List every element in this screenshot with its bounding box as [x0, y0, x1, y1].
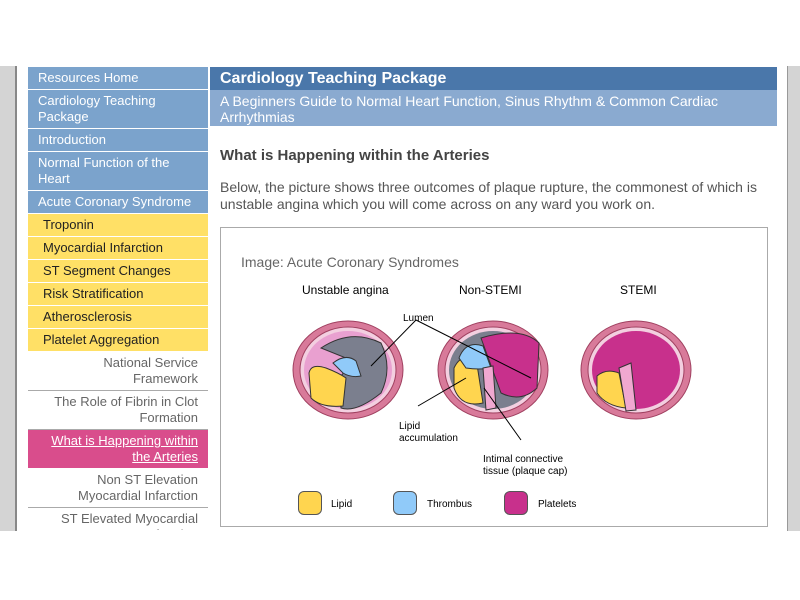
- sidebar-item-the-role-of-fibrin-in-clot-formation[interactable]: The Role of Fibrin in Clot Formation: [28, 391, 208, 430]
- leader-lines: [370, 319, 532, 441]
- sidebar-item-risk-stratification[interactable]: Risk Stratification: [28, 283, 208, 306]
- label-plaque-cap: Intimal connective tissue (plaque cap): [483, 454, 568, 477]
- sidebar-item-acute-coronary-syndrome[interactable]: Acute Coronary Syndrome: [28, 191, 208, 214]
- sidebar-item-myocardial-infarction[interactable]: Myocardial Infarction: [28, 237, 208, 260]
- legend-label: Lipid: [331, 499, 353, 510]
- figure-acute-coronary-syndromes: Image: Acute Coronary Syndromes Unstable…: [220, 227, 768, 527]
- intro-text: Below, the picture shows three outcomes …: [220, 179, 757, 212]
- left-gutter: [0, 66, 17, 531]
- sidebar-item-troponin[interactable]: Troponin: [28, 214, 208, 237]
- label-lumen: Lumen: [403, 313, 434, 324]
- legend-swatch-platelets: [504, 491, 528, 515]
- artery-stemi: [580, 320, 692, 420]
- right-scroll-gutter: [787, 66, 800, 531]
- legend-label: Platelets: [538, 499, 577, 510]
- sidebar-item-cardiology-teaching-package[interactable]: Cardiology Teaching Package: [28, 90, 208, 129]
- sidebar-item-national-service-framework[interactable]: National Service Framework: [28, 352, 208, 391]
- legend-swatch-lipid: [298, 491, 322, 515]
- legend-swatch-thrombus: [393, 491, 417, 515]
- page-subtitle: A Beginners Guide to Normal Heart Functi…: [210, 90, 777, 126]
- panel-label: STEMI: [620, 283, 657, 297]
- section-heading: What is Happening within the Arteries: [220, 147, 490, 164]
- panel-label: Non-STEMI: [459, 283, 522, 297]
- sidebar-item-what-is-happening-within-the-arteries[interactable]: What is Happening within the Arteries: [28, 430, 208, 469]
- sidebar-item-introduction[interactable]: Introduction: [28, 129, 208, 152]
- label-lipid-accumulation: Lipid accumulation: [399, 421, 458, 444]
- artery-diagram: [292, 319, 692, 441]
- artery-unstable-angina: [292, 320, 404, 420]
- figure-caption: Image: Acute Coronary Syndromes: [241, 254, 459, 270]
- sidebar-item-normal-function-of-the-heart[interactable]: Normal Function of the Heart: [28, 152, 208, 191]
- page-title: Cardiology Teaching Package: [210, 67, 777, 90]
- artery-non-stemi: [437, 320, 549, 420]
- sidebar-nav: Resources Home Cardiology Teaching Packag…: [28, 67, 208, 530]
- sidebar-item-non-st-elevation-myocardial-infarction[interactable]: Non ST Elevation Myocardial Infarction: [28, 469, 208, 508]
- sidebar-item-resources-home[interactable]: Resources Home: [28, 67, 208, 90]
- sidebar-item-st-elevated-myocardial-infarction[interactable]: ST Elevated Myocardial Infarction: [28, 508, 208, 530]
- sidebar-item-atherosclerosis[interactable]: Atherosclerosis: [28, 306, 208, 329]
- sidebar-item-st-segment-changes[interactable]: ST Segment Changes: [28, 260, 208, 283]
- legend-label: Thrombus: [427, 499, 473, 510]
- main-content: Cardiology Teaching Package A Beginners …: [210, 67, 777, 530]
- panel-label: Unstable angina: [302, 283, 389, 297]
- sidebar-item-platelet-aggregation[interactable]: Platelet Aggregation: [28, 329, 208, 352]
